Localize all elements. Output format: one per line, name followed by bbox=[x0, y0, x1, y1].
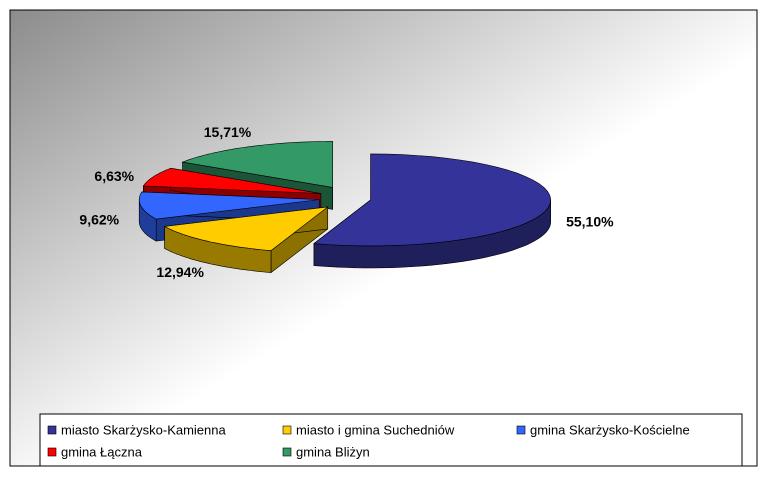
slice bbox=[181, 141, 334, 188]
legend-swatch bbox=[516, 425, 526, 435]
data-label: 55,10% bbox=[566, 213, 614, 229]
legend-label: miasto Skarżysko-Kamienna bbox=[61, 422, 226, 437]
legend-swatch bbox=[47, 425, 57, 435]
legend-label: miasto i gmina Suchedniów bbox=[296, 422, 455, 437]
legend-label: gmina Łączna bbox=[61, 444, 143, 459]
slice bbox=[163, 206, 329, 251]
legend-box bbox=[39, 413, 743, 467]
slice bbox=[313, 153, 552, 247]
slice bbox=[138, 191, 320, 220]
slice bbox=[142, 167, 321, 194]
legend-swatch bbox=[282, 447, 292, 457]
legend-label: gmina Bliżyn bbox=[296, 444, 370, 459]
legend-swatch bbox=[282, 425, 292, 435]
legend-swatch bbox=[47, 447, 57, 457]
data-label: 15,71% bbox=[204, 124, 252, 140]
data-label: 9,62% bbox=[79, 211, 119, 227]
data-label: 6,63% bbox=[94, 168, 134, 184]
legend-label: gmina Skarżysko-Kościelne bbox=[530, 422, 690, 437]
data-label: 12,94% bbox=[156, 264, 204, 280]
